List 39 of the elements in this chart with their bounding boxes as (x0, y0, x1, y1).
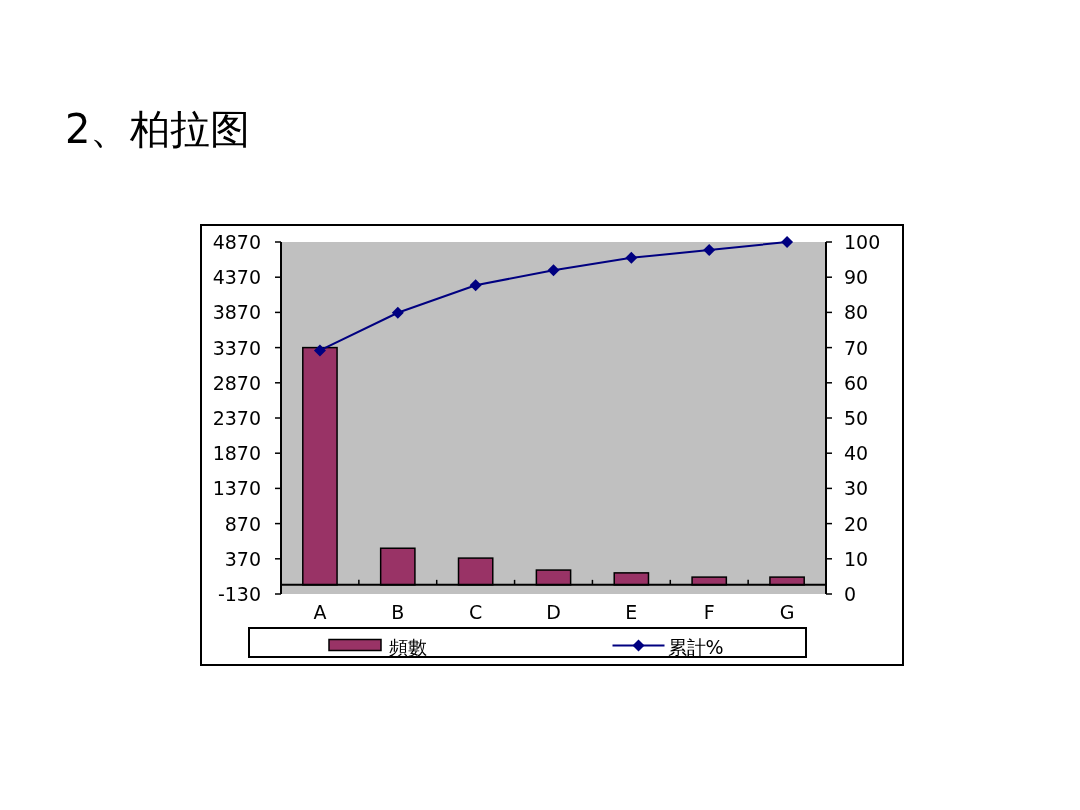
y2-tick-label: 60 (844, 371, 869, 394)
x-tick-label: A (313, 601, 327, 623)
y2-tick-label: 100 (844, 231, 881, 253)
legend-label: 累計% (667, 635, 724, 658)
point (547, 264, 560, 277)
point (313, 344, 326, 357)
y-tick-label: 3370 (212, 336, 261, 359)
x-tick-label: G (779, 601, 795, 623)
x-tick-label: F (703, 601, 715, 623)
y-tick-label: -130 (217, 583, 261, 605)
point (703, 244, 716, 257)
y-tick-label: 3870 (212, 301, 261, 324)
point (391, 306, 404, 319)
y-tick-label: 1870 (212, 442, 261, 465)
legend-label: 頻數 (389, 635, 427, 658)
chart-title: 2、柏拉图 (65, 106, 251, 152)
x-tick-label: B (391, 601, 405, 623)
y2-tick-label: 30 (844, 477, 869, 500)
x-tick-label: E (625, 601, 638, 623)
y2-tick-label: 80 (844, 301, 869, 324)
y2-tick-label: 50 (844, 407, 869, 429)
y-tick-label: 1370 (212, 477, 261, 500)
point (781, 236, 794, 248)
y-tick-label: 4870 (212, 231, 261, 253)
y-tick-label: 2870 (212, 371, 261, 394)
y2-tick-label: 0 (844, 583, 857, 605)
point (469, 279, 482, 292)
y-tick-label: 370 (224, 547, 261, 570)
y-tick-label: 2370 (212, 407, 261, 429)
point (625, 251, 638, 264)
x-tick-label: C (469, 601, 483, 623)
y2-tick-label: 40 (844, 442, 869, 465)
y2-tick-label: 20 (844, 512, 869, 535)
y-tick-label: 4370 (212, 266, 261, 289)
y2-tick-label: 90 (844, 266, 869, 289)
x-tick-label: D (546, 601, 561, 623)
y2-tick-label: 70 (844, 336, 869, 359)
y-tick-label: 870 (224, 512, 261, 535)
y2-tick-label: 10 (844, 547, 869, 570)
